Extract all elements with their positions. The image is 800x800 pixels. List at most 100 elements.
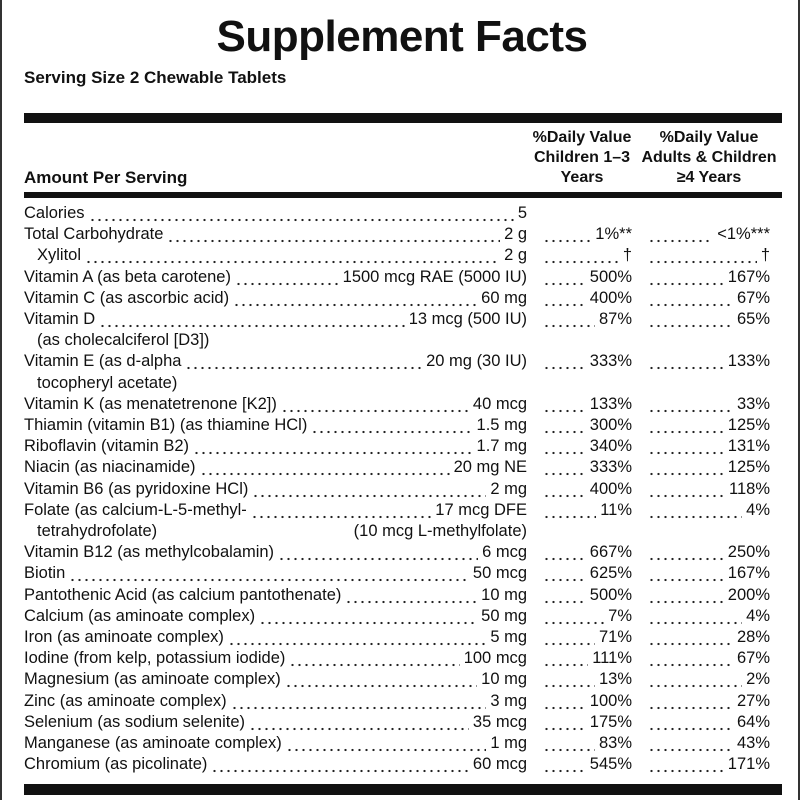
nutrient: Biotin 50 mcg <box>24 563 527 585</box>
dv-children-cell: 625% <box>527 563 632 585</box>
rule <box>24 192 782 198</box>
dv-children-cell: 111% <box>527 648 632 670</box>
dv-children-cell: 500% <box>527 584 632 606</box>
children-header: %Daily Value Children 1–3 Years <box>527 128 637 188</box>
dot-leader <box>543 351 586 373</box>
row: Pantothenic Acid (as calcium pantothenat… <box>24 584 770 606</box>
nutrient: Folate (as calcium-L-5-methyl- 17 mcg DFE <box>24 499 527 521</box>
nutrient-name: Magnesium (as aminoate complex) <box>24 670 281 689</box>
dv-children: 175% <box>589 712 632 731</box>
amount: 2 mg <box>490 479 527 498</box>
amount: 40 mcg <box>472 394 527 413</box>
nutrient: Manganese (as aminoate complex) 1 mg <box>24 733 527 754</box>
header-line: %Daily Value <box>532 129 632 146</box>
row: Vitamin B6 (as pyridoxine HCl) 2 mg 400% 11… <box>24 478 770 500</box>
dv-children: 11% <box>600 500 632 519</box>
nutrient: Selenium (as sodium selenite) 35 mcg <box>24 711 527 733</box>
dot-leader <box>543 563 586 585</box>
dot-leader <box>543 478 586 500</box>
dot-leader <box>648 605 743 627</box>
dot-leader <box>648 754 724 776</box>
amount: 50 mg <box>481 606 527 625</box>
nutrient-name: Niacin (as niacinamide) <box>24 458 196 477</box>
nutrient: Magnesium (as aminoate complex) 10 mg <box>24 669 527 691</box>
header-line: Adults & Children <box>641 149 777 166</box>
dot-leader <box>543 224 592 246</box>
dot-leader <box>69 563 469 585</box>
dot-leader <box>543 754 586 776</box>
row: Zinc (as aminoate complex) 3 mg 100% 27% <box>24 690 770 712</box>
nutrient: Total Carbohydrate 2 g <box>24 224 527 246</box>
amount: 5 mg <box>490 628 527 646</box>
dv-children-cell: 400% <box>527 287 632 309</box>
amount: 35 mcg <box>472 712 527 731</box>
dv-children-cell: 71% <box>527 627 632 648</box>
dv-adults-cell: <1%*** <box>632 224 770 246</box>
dv-children: 667% <box>589 543 632 562</box>
dv-children: 1%** <box>595 225 632 244</box>
dv-adults-cell: 133% <box>632 351 770 373</box>
nutrient-name: Vitamin B12 (as methylcobalamin) <box>24 543 275 562</box>
dot-leader <box>280 393 469 415</box>
dv-adults-cell: 4% <box>632 605 770 627</box>
dot-leader <box>284 669 478 691</box>
dv-children-cell: 333% <box>527 457 632 479</box>
dot-leader <box>543 648 589 670</box>
amount-header: Amount Per Serving <box>24 168 188 187</box>
dot-leader <box>648 584 724 606</box>
dot-leader <box>543 415 586 436</box>
row-continuation: tetrahydrofolate) (10 mcg L-methylfolate) <box>24 521 770 542</box>
nutrient: Iodine (from kelp, potassium iodide) 100 … <box>24 648 527 670</box>
dot-leader <box>167 224 501 246</box>
dot-leader <box>648 415 724 436</box>
amount: 5 <box>517 204 527 222</box>
dot-leader <box>648 542 724 564</box>
dot-leader <box>648 478 726 500</box>
amount: 1.7 mg <box>476 437 527 456</box>
dv-children-cell: † <box>527 245 632 267</box>
dv-children-cell: 11% <box>527 499 632 521</box>
dv-children: 133% <box>589 394 632 413</box>
dv-adults-cell: 2% <box>632 669 770 691</box>
serving-size: Serving Size 2 Chewable Tablets <box>24 68 287 87</box>
row: Vitamin B12 (as methylcobalamin) 6 mcg 667… <box>24 542 770 564</box>
amount: 10 mg <box>481 585 527 604</box>
dv-adults: 131% <box>727 437 770 456</box>
dot-leader <box>543 542 586 564</box>
dv-adults: † <box>760 246 770 265</box>
dv-adults: 133% <box>727 352 770 371</box>
dv-adults-cell: 33% <box>632 393 770 415</box>
dv-adults-cell: 4% <box>632 499 770 521</box>
nutrient: Zinc (as aminoate complex) 3 mg <box>24 690 527 712</box>
dot-leader <box>648 351 724 373</box>
nutrient-name: Vitamin A (as beta carotene) <box>24 267 231 286</box>
dv-children: 87% <box>598 310 632 328</box>
nutrient-name: Manganese (as aminoate complex) <box>24 734 282 752</box>
dv-children-cell: 100% <box>527 690 632 712</box>
row-continuation: (as cholecalciferol [D3]) <box>24 330 770 351</box>
dv-children-cell: 175% <box>527 711 632 733</box>
amount: 2 g <box>504 246 527 265</box>
header-line: Children 1–3 <box>533 149 631 166</box>
dv-adults: 67% <box>736 649 770 668</box>
row: Manganese (as aminoate complex) 1 mg 83% 43… <box>24 733 770 754</box>
nutrient-name: Folate (as calcium-L-5-methyl- <box>24 500 247 519</box>
dot-leader <box>543 266 586 288</box>
dot-leader <box>543 457 586 479</box>
dv-children-cell: 1%** <box>527 224 632 246</box>
dv-adults: 27% <box>736 691 770 710</box>
amount: 60 mcg <box>472 755 527 774</box>
dv-children: 500% <box>589 267 632 286</box>
dot-leader <box>543 733 595 754</box>
amount: (10 mcg L-methylfolate) <box>353 522 527 540</box>
amount: 10 mg <box>481 670 527 689</box>
dot-leader <box>648 287 733 309</box>
dot-leader <box>648 669 743 691</box>
dv-children-cell: 545% <box>527 754 632 776</box>
dv-adults: <1%*** <box>717 225 770 244</box>
dv-adults: 167% <box>727 564 770 583</box>
dot-leader <box>227 627 487 648</box>
row: Vitamin K (as menatetrenone [K2]) 40 mcg 1… <box>24 393 770 415</box>
amount: 50 mcg <box>472 564 527 583</box>
